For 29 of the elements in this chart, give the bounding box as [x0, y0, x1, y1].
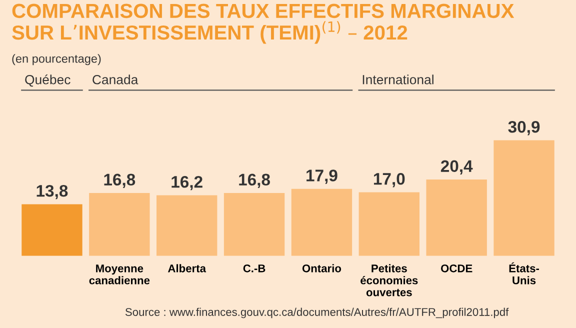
data-label: 13,8: [36, 184, 68, 200]
x-tick-label: Ontario: [302, 264, 342, 272]
bar: [89, 192, 150, 256]
data-label: 20,4: [440, 160, 473, 174]
x-tick-label: C.-B: [243, 264, 266, 272]
bar: [22, 204, 82, 256]
bar: [426, 180, 487, 256]
data-label: 30,9: [508, 120, 540, 136]
bar: [156, 195, 218, 256]
x-tick-label: OCDE: [440, 264, 472, 272]
x-tick-label: Alberta: [168, 264, 206, 272]
bar: [224, 192, 285, 256]
x-tick-label: Petites économies ouvertes: [360, 264, 418, 296]
bar: [494, 140, 554, 256]
data-label: 17,9: [306, 170, 338, 184]
chart-subtitle: (en pourcentage): [12, 54, 101, 66]
source-note: Source : www.finances.gouv.qc.ca/documents/Autres/fr/AUTFR_profil2011.pdf: [125, 308, 509, 318]
text: International: [362, 74, 434, 84]
x-tick-label: Moyenne canadienne: [89, 264, 150, 284]
data-label: 16,2: [172, 176, 202, 190]
data-label: 17,0: [374, 172, 405, 188]
chart-title: COMPARAISON DES TAUX EFFECTIFS MARGINAUX SUR L’INVESTISSEMENT (TEMI)$^{(1)}$ – 2012: [12, 4, 514, 44]
bar: [358, 192, 420, 256]
bar: [291, 188, 352, 256]
data-label: 16,8: [239, 174, 270, 188]
x-tick-label: États- Unis: [509, 262, 540, 284]
data-label: 16,8: [104, 174, 136, 188]
text: Québec: [25, 74, 70, 87]
text: Canada: [92, 74, 138, 84]
